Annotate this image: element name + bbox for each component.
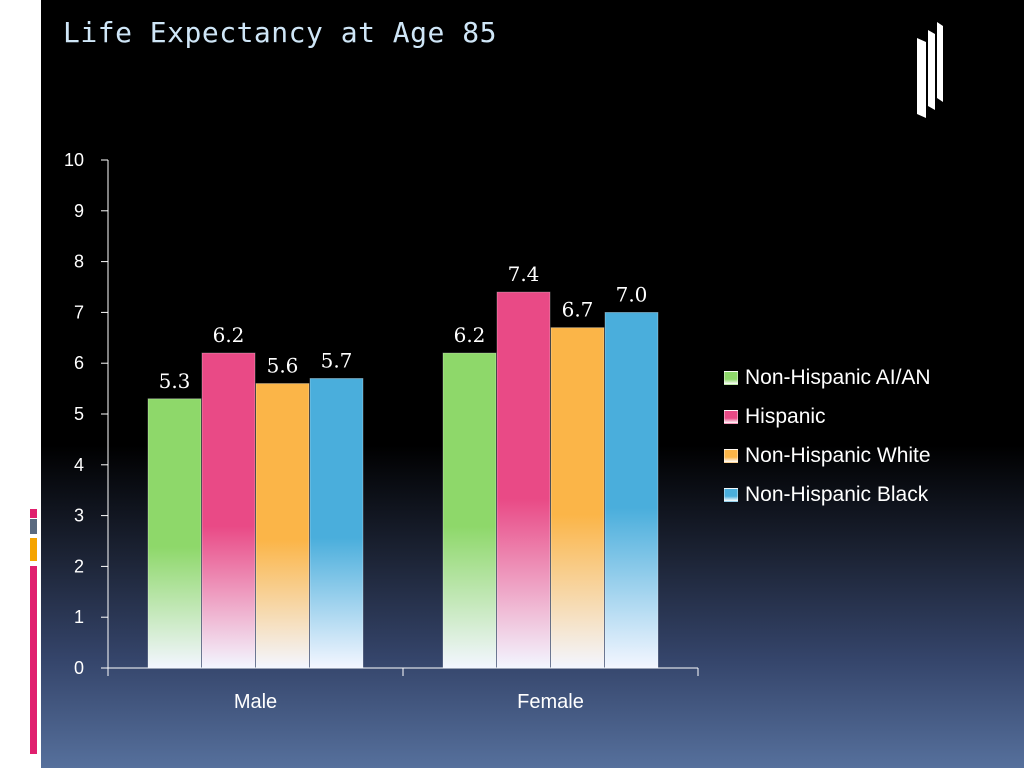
legend-label: Non-Hispanic Black: [745, 482, 929, 506]
data-label: 7.4: [508, 262, 540, 286]
legend-label: Non-Hispanic AI/AN: [745, 365, 931, 389]
bar: [604, 311, 659, 669]
legend-label: Hispanic: [745, 404, 826, 428]
y-tick-label: 9: [74, 201, 84, 221]
y-tick-label: 5: [74, 404, 84, 424]
y-tick-label: 6: [74, 353, 84, 373]
accent-bar-pink-top: [30, 509, 37, 518]
bar: [147, 398, 202, 669]
bar: [309, 378, 364, 669]
y-tick-label: 10: [64, 150, 84, 170]
chart-legend: Non-Hispanic AI/AN Hispanic Non-Hispanic W…: [724, 358, 931, 514]
data-label: 5.6: [267, 354, 299, 378]
x-category-label: Female: [517, 691, 584, 713]
y-tick-label: 1: [74, 607, 84, 627]
legend-swatch: [724, 370, 738, 385]
legend-swatch: [724, 409, 738, 424]
accent-bar-orange: [30, 538, 37, 561]
bar: [496, 291, 551, 669]
data-label: 7.0: [616, 282, 648, 306]
page-title: Life Expectancy at Age 85: [63, 16, 497, 49]
legend-item: Non-Hispanic AI/AN: [724, 358, 931, 397]
accent-bar-gray: [30, 519, 37, 534]
legend-item: Non-Hispanic White: [724, 436, 931, 475]
data-label: 5.7: [321, 348, 353, 372]
legend-label: Non-Hispanic White: [745, 443, 931, 467]
data-label: 6.2: [454, 323, 486, 347]
accent-bar-pink-long: [30, 566, 37, 754]
legend-item: Hispanic: [724, 397, 931, 436]
window-pane-icon: [917, 22, 943, 118]
y-tick-label: 8: [74, 252, 84, 272]
y-tick-label: 0: [74, 658, 84, 678]
bar: [201, 352, 256, 669]
bar: [550, 327, 605, 669]
x-category-label: Male: [234, 691, 277, 713]
y-tick-label: 7: [74, 302, 84, 322]
y-tick-label: 2: [74, 556, 84, 576]
legend-swatch: [724, 448, 738, 463]
legend-swatch: [724, 487, 738, 502]
data-label: 5.3: [159, 369, 191, 393]
legend-item: Non-Hispanic Black: [724, 475, 931, 514]
y-tick-label: 3: [74, 506, 84, 526]
data-label: 6.7: [562, 298, 594, 322]
bar: [255, 383, 310, 669]
bar: [442, 352, 497, 669]
data-label: 6.2: [213, 323, 245, 347]
y-tick-label: 4: [74, 455, 84, 475]
